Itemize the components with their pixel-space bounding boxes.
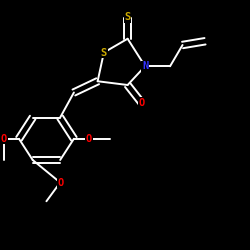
Text: O: O <box>86 134 92 144</box>
Text: S: S <box>124 12 131 22</box>
Text: O: O <box>1 134 7 144</box>
Text: N: N <box>142 61 148 71</box>
Text: O: O <box>57 178 63 188</box>
Text: O: O <box>138 98 144 108</box>
Text: S: S <box>101 48 107 58</box>
